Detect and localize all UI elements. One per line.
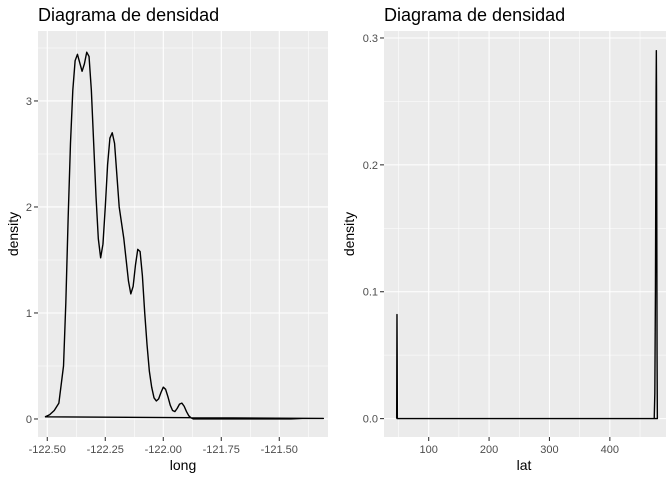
x-axis-title-lat: lat [517, 457, 532, 473]
x-tick-label: -122.50 [29, 444, 66, 456]
x-tick-label: 300 [540, 444, 558, 456]
y-axis-title-lat: density [341, 212, 357, 256]
x-tick-label: -121.75 [203, 444, 240, 456]
lat-density-chart: 100 200 300 400 0.0 0.1 0.2 0.3 Diagrama de den… [341, 5, 666, 473]
y-tick-label: 0.0 [363, 414, 378, 426]
x-tick-label: -121.50 [261, 444, 298, 456]
plot-panel-lat: 100 200 300 400 0.0 0.1 0.2 0.3 [363, 31, 666, 456]
y-tick-label: 1 [26, 308, 32, 320]
density-curve-lat [395, 49, 659, 420]
x-tick-label: -122.25 [87, 444, 124, 456]
panel-background-long [38, 31, 328, 437]
density-curve-long [44, 51, 325, 420]
y-tick-label: 0 [26, 414, 32, 426]
y-tick-label: 0.3 [363, 33, 378, 45]
plot-panel-long: -122.50 -122.25 -122.00 -121.75 -121.50 0 1 2 3 [26, 31, 328, 456]
chart-title-lat: Diagrama de densidad [384, 5, 565, 25]
panel-background-lat [384, 31, 666, 437]
y-axis-title-long: density [5, 212, 21, 256]
y-tick-label: 0.1 [363, 287, 378, 299]
x-tick-label: 400 [601, 444, 619, 456]
chart-title-long: Diagrama de densidad [38, 5, 219, 25]
x-tick-label: -122.00 [145, 444, 182, 456]
x-tick-label: 200 [480, 444, 498, 456]
y-tick-label: 2 [26, 202, 32, 214]
long-density-chart: -122.50 -122.25 -122.00 -121.75 -121.500123 … [5, 5, 328, 473]
x-axis-title-long: long [170, 457, 196, 473]
x-tick-label: 100 [420, 444, 438, 456]
y-tick-label: 0.2 [363, 160, 378, 172]
y-tick-label: 3 [26, 96, 32, 108]
